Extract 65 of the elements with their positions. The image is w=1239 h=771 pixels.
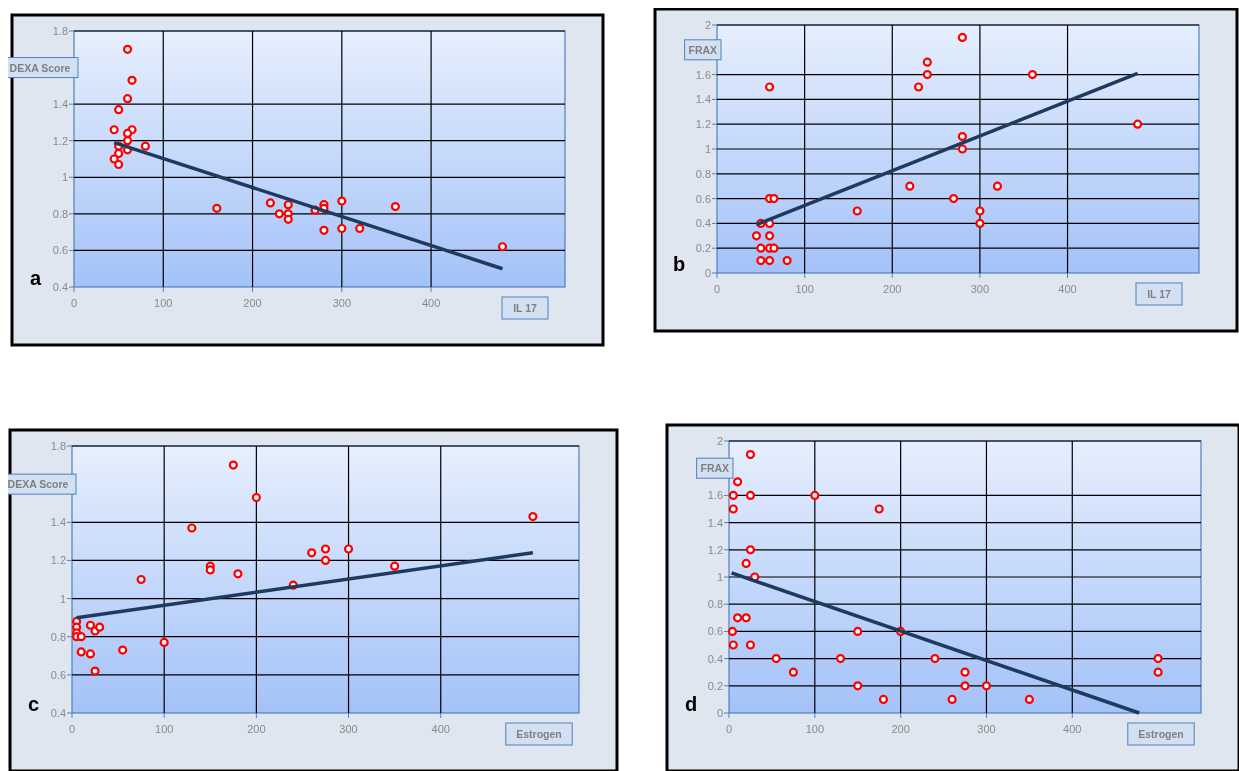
y-tick-label: 0.8 xyxy=(50,630,66,643)
y-axis-title: FRAX xyxy=(700,462,730,475)
x-tick-label: 100 xyxy=(155,723,174,735)
y-tick-label: 1 xyxy=(716,571,723,583)
y-tick-label: 2 xyxy=(704,19,711,31)
x-tick-label: 200 xyxy=(883,283,902,295)
y-tick-label: 1.4 xyxy=(52,98,68,111)
x-tick-label: 0 xyxy=(70,297,78,309)
x-tick-label: 300 xyxy=(332,297,351,309)
x-tick-label: 200 xyxy=(891,723,910,735)
y-tick-label: 1.6 xyxy=(695,68,711,81)
y-tick-label: 0.6 xyxy=(50,668,66,681)
y-tick-label: 1 xyxy=(59,592,66,605)
x-tick-label: 400 xyxy=(1063,723,1082,735)
x-tick-label: 0 xyxy=(725,723,733,735)
y-tick-label: 0.8 xyxy=(52,207,68,220)
y-axis-title: DEXA Score xyxy=(9,61,71,74)
x-tick-label: 100 xyxy=(805,723,824,735)
x-tick-label: 400 xyxy=(1058,283,1077,295)
x-tick-label: 200 xyxy=(247,723,266,735)
y-tick-label: 1.2 xyxy=(707,543,723,556)
y-tick-label: 0.6 xyxy=(707,625,723,638)
x-axis-title: IL 17 xyxy=(1147,288,1172,300)
y-tick-label: 0.6 xyxy=(695,192,711,205)
y-tick-label: 1.2 xyxy=(695,118,711,131)
y-tick-label: 1.4 xyxy=(50,516,66,529)
x-axis-title: Estrogen xyxy=(516,728,562,740)
text: b xyxy=(673,253,686,275)
text: d xyxy=(685,693,698,715)
x-tick-label: 100 xyxy=(795,283,814,295)
y-tick-label: 0 xyxy=(716,707,723,719)
y-tick-label: 1.4 xyxy=(707,516,723,529)
x-tick-label: 200 xyxy=(243,297,262,309)
text: a xyxy=(30,267,42,289)
x-tick-label: 300 xyxy=(970,283,990,295)
y-tick-label: 0.4 xyxy=(707,652,723,665)
y-tick-label: 0.4 xyxy=(50,707,66,719)
y-tick-label: 0.2 xyxy=(707,679,723,692)
y-tick-label: 0.4 xyxy=(695,217,711,230)
y-axis-title: DEXA Score xyxy=(7,478,69,491)
x-tick-label: 400 xyxy=(431,723,450,735)
x-tick-label: 400 xyxy=(421,297,441,309)
y-axis-title: FRAX xyxy=(688,43,718,56)
y-tick-label: 1 xyxy=(61,171,68,184)
y-tick-label: 0 xyxy=(704,267,711,279)
x-tick-label: 300 xyxy=(977,723,996,735)
x-tick-label: 0 xyxy=(68,723,76,735)
y-tick-label: 1.2 xyxy=(52,134,68,147)
y-tick-label: 2 xyxy=(716,435,723,447)
y-tick-label: 0.8 xyxy=(707,598,723,611)
y-tick-label: 1.4 xyxy=(695,93,711,106)
text: c xyxy=(28,693,40,715)
y-tick-label: 0.2 xyxy=(695,242,711,255)
x-axis-title: IL 17 xyxy=(513,302,538,314)
y-tick-label: 0.6 xyxy=(52,244,68,257)
y-tick-label: 1.8 xyxy=(50,440,66,452)
y-tick-label: 1.2 xyxy=(50,554,66,567)
y-tick-label: 1.8 xyxy=(52,25,68,37)
x-tick-label: 100 xyxy=(154,297,173,309)
x-axis-title: Estrogen xyxy=(1138,728,1184,740)
y-tick-label: 0.4 xyxy=(52,281,68,293)
y-tick-label: 1 xyxy=(704,143,711,155)
y-tick-label: 0.8 xyxy=(695,167,711,180)
x-tick-label: 300 xyxy=(339,723,358,735)
y-tick-label: 1.6 xyxy=(707,489,723,502)
